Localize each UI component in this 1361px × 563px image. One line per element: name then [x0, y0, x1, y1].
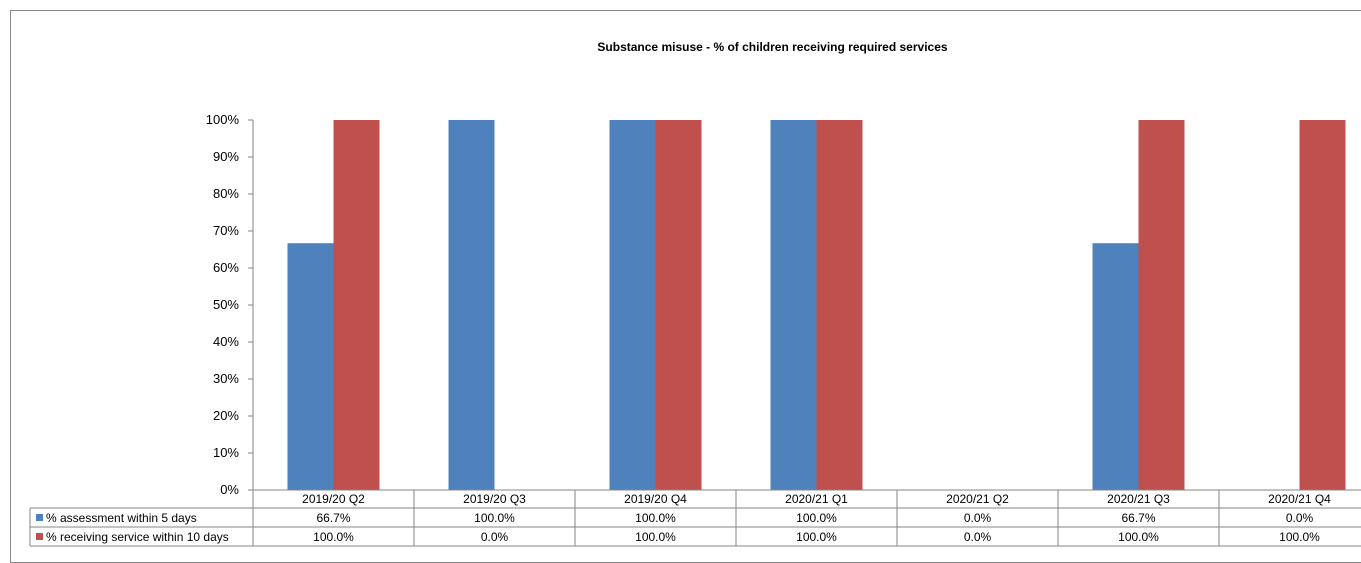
y-tick-label: 10%	[213, 445, 239, 460]
data-table-value: 66.7%	[316, 511, 350, 525]
legend-swatch	[36, 514, 43, 521]
bar-assessment	[448, 120, 495, 490]
bar-assessment	[609, 120, 656, 490]
bar-service	[1138, 120, 1185, 490]
x-tick-label: 2020/21 Q4	[1268, 492, 1331, 506]
y-tick-label: 30%	[213, 371, 239, 386]
y-tick-label: 0%	[220, 482, 239, 497]
y-tick-label: 40%	[213, 334, 239, 349]
legend-label: % assessment within 5 days	[46, 511, 197, 525]
x-tick-label: 2019/20 Q4	[624, 492, 687, 506]
data-table-value: 100.0%	[635, 511, 676, 525]
data-table-value: 0.0%	[1286, 511, 1314, 525]
bar-assessment	[287, 243, 334, 490]
legend-swatch	[36, 533, 43, 540]
data-table-value: 100.0%	[313, 530, 354, 544]
data-table-value: 0.0%	[964, 511, 992, 525]
data-table-value: 0.0%	[481, 530, 509, 544]
legend-label: % receiving service within 10 days	[46, 530, 229, 544]
data-table-value: 0.0%	[964, 530, 992, 544]
bar-service	[816, 120, 863, 490]
y-tick-label: 20%	[213, 408, 239, 423]
x-tick-label: 2020/21 Q3	[1107, 492, 1170, 506]
chart-title: Substance misuse - % of children receivi…	[597, 40, 948, 54]
bar-service	[1299, 120, 1346, 490]
bar-assessment	[770, 120, 817, 490]
x-tick-label: 2019/20 Q2	[302, 492, 365, 506]
y-tick-label: 100%	[206, 112, 240, 127]
x-tick-label: 2020/21 Q2	[946, 492, 1009, 506]
x-tick-label: 2020/21 Q1	[785, 492, 848, 506]
y-tick-label: 60%	[213, 260, 239, 275]
bar-assessment	[1092, 243, 1139, 490]
y-tick-label: 70%	[213, 223, 239, 238]
x-tick-label: 2019/20 Q3	[463, 492, 526, 506]
y-tick-label: 50%	[213, 297, 239, 312]
data-table-value: 100.0%	[796, 530, 837, 544]
data-table-value: 100.0%	[1118, 530, 1159, 544]
data-table-value: 100.0%	[635, 530, 676, 544]
data-table-value: 100.0%	[474, 511, 515, 525]
bar-service	[333, 120, 380, 490]
data-table-value: 100.0%	[1279, 530, 1320, 544]
y-tick-label: 90%	[213, 149, 239, 164]
y-tick-label: 80%	[213, 186, 239, 201]
bar-service	[655, 120, 702, 490]
data-table-value: 100.0%	[796, 511, 837, 525]
data-table-value: 66.7%	[1121, 511, 1155, 525]
